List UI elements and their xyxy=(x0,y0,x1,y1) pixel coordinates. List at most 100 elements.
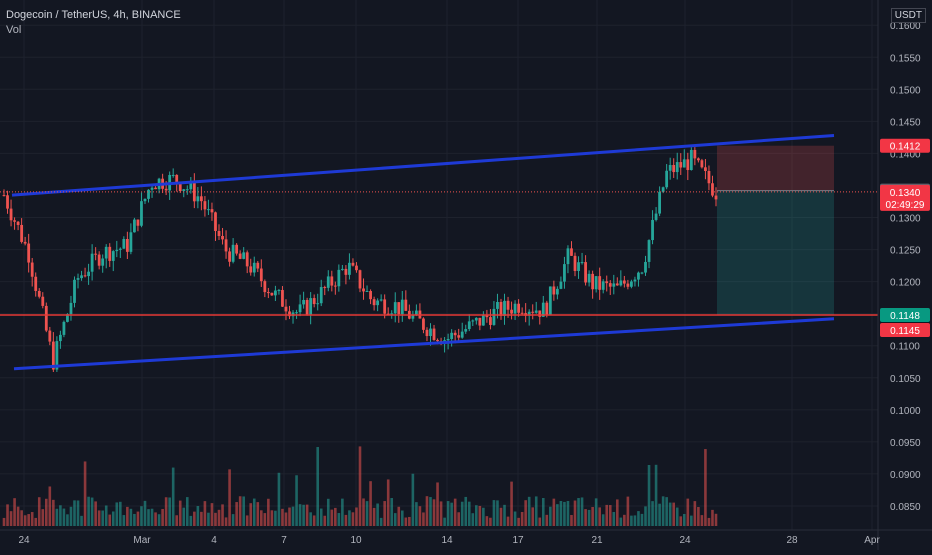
volume-bar xyxy=(302,504,305,526)
volume-bar xyxy=(365,501,369,526)
volume-bar xyxy=(587,509,591,526)
volume-bar xyxy=(675,507,679,526)
x-tick-label: 24 xyxy=(679,535,691,546)
volume-bar xyxy=(460,501,464,526)
volume-bar xyxy=(245,515,249,526)
volume-bar xyxy=(475,505,478,526)
volume-bar xyxy=(436,482,439,526)
candle-body xyxy=(80,275,83,279)
candle-body xyxy=(298,304,302,313)
stop-price-tag xyxy=(880,322,930,337)
currency-button[interactable]: USDT xyxy=(890,8,926,23)
volume-bar xyxy=(217,509,221,526)
volume-bar xyxy=(23,515,27,526)
candle-body xyxy=(478,317,482,326)
candle-body xyxy=(414,310,418,315)
candle-body xyxy=(422,318,425,330)
candle-body xyxy=(147,189,150,199)
candle-body xyxy=(228,251,231,262)
volume-bar xyxy=(658,503,661,526)
candle-body xyxy=(397,302,401,315)
volume-bar xyxy=(608,505,612,526)
volume-bar xyxy=(400,510,404,526)
candle-body xyxy=(288,311,291,317)
candle-body xyxy=(682,159,686,168)
candle-body xyxy=(2,195,6,197)
candle-body xyxy=(129,232,133,252)
take-profit-zone xyxy=(717,190,834,315)
volume-bar xyxy=(13,498,16,526)
candle-body xyxy=(665,170,669,188)
volume-bar xyxy=(267,498,270,526)
candle-body xyxy=(199,196,203,202)
legend: Dogecoin / TetherUS, 4h, BINANCE Vol xyxy=(6,8,181,38)
volume-bar xyxy=(499,507,503,526)
y-tick-label: 0.0900 xyxy=(890,470,921,481)
volume-bar xyxy=(115,502,119,526)
y-tick-label: 0.1200 xyxy=(890,278,921,289)
candle-body xyxy=(372,299,376,306)
candle-body xyxy=(668,165,672,171)
candle-body xyxy=(207,209,210,211)
candle-body xyxy=(196,196,200,202)
volume-bar xyxy=(274,510,277,526)
target-price-tag xyxy=(880,138,930,153)
volume-bar xyxy=(654,464,658,526)
volume-bar xyxy=(2,517,6,526)
volume-indicator-label[interactable]: Vol xyxy=(6,24,22,36)
candle-body xyxy=(637,272,640,280)
candle-body xyxy=(672,165,676,173)
candle-body xyxy=(499,302,503,316)
volume-bar xyxy=(30,512,34,526)
short-position-tool[interactable] xyxy=(717,145,834,315)
x-tick-label: 4 xyxy=(211,535,217,546)
volume-bar xyxy=(598,507,601,526)
volume-bar xyxy=(570,515,573,526)
volume-bar xyxy=(591,506,594,526)
volume-bar xyxy=(44,498,48,526)
volume-bar xyxy=(27,514,30,526)
candle-body xyxy=(182,189,186,192)
volume-bar xyxy=(520,511,524,526)
candle-body xyxy=(573,255,577,271)
candle-body xyxy=(534,310,538,313)
candle-body xyxy=(362,288,365,292)
candle-body xyxy=(651,219,654,241)
volume-bar xyxy=(418,506,422,526)
candle-body xyxy=(707,170,711,184)
volume-bar xyxy=(309,512,312,526)
volume-bar xyxy=(344,514,348,526)
candle-body xyxy=(510,309,513,314)
candle-body xyxy=(118,248,122,250)
volume-bar xyxy=(224,517,228,526)
volume-bar xyxy=(439,501,443,526)
candle-body xyxy=(686,159,690,171)
volume-bar xyxy=(323,515,327,526)
candle-body xyxy=(355,265,358,271)
volume-bar xyxy=(601,514,605,526)
volume-bar xyxy=(136,511,140,526)
volume-bar xyxy=(527,496,531,526)
volume-bar xyxy=(182,507,186,526)
x-tick-label: 28 xyxy=(786,535,798,546)
candle-body xyxy=(326,276,330,288)
volume-bar xyxy=(707,517,711,526)
volume-bar xyxy=(238,496,242,526)
y-tick-label: 0.1250 xyxy=(890,246,921,257)
candle-body xyxy=(404,299,408,311)
candle-body xyxy=(432,328,436,340)
symbol-title[interactable]: Dogecoin / TetherUS, 4h, BINANCE xyxy=(6,9,181,21)
drawn-lines[interactable] xyxy=(0,133,878,371)
candle-body xyxy=(259,268,263,282)
candle-body xyxy=(485,314,489,318)
volume-bar xyxy=(651,501,654,526)
volume-bar xyxy=(383,501,386,526)
candle-body xyxy=(714,195,718,200)
volume-bar xyxy=(140,506,143,526)
candle-body xyxy=(277,290,281,292)
candle-body xyxy=(245,252,249,267)
volume-bar xyxy=(164,497,168,526)
y-tick-label: 0.0950 xyxy=(890,438,921,449)
